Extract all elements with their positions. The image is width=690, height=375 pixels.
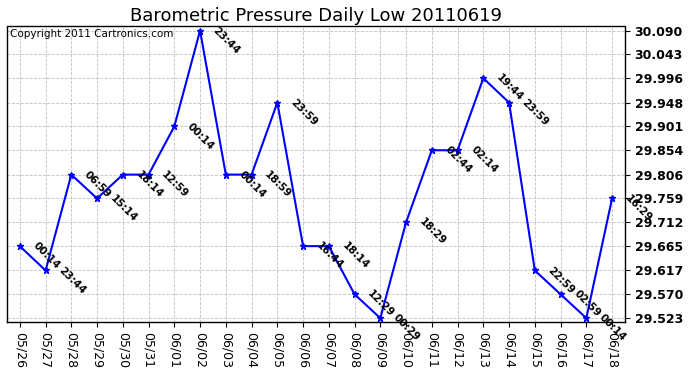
Text: 16:29: 16:29 (623, 193, 653, 223)
Text: 00:14: 00:14 (237, 169, 268, 200)
Text: 19:44: 19:44 (495, 73, 525, 103)
Text: 23:59: 23:59 (520, 97, 551, 128)
Text: 00:14: 00:14 (186, 121, 216, 152)
Text: 23:59: 23:59 (288, 97, 319, 128)
Text: 23:44: 23:44 (211, 25, 242, 56)
Text: 12:29: 12:29 (366, 289, 396, 319)
Text: 18:14: 18:14 (134, 169, 164, 200)
Text: 00:14: 00:14 (31, 241, 61, 271)
Text: 22:59: 22:59 (546, 265, 576, 296)
Text: 06:59: 06:59 (82, 169, 113, 200)
Text: 23:44: 23:44 (57, 265, 88, 296)
Text: 15:14: 15:14 (108, 193, 139, 224)
Text: Copyright 2011 Cartronics.com: Copyright 2011 Cartronics.com (10, 30, 173, 39)
Text: 02:44: 02:44 (443, 145, 473, 176)
Text: 18:14: 18:14 (340, 241, 371, 271)
Text: 18:29: 18:29 (417, 217, 448, 247)
Text: 00:29: 00:29 (391, 313, 422, 343)
Text: 12:59: 12:59 (159, 169, 190, 200)
Text: 18:59: 18:59 (263, 169, 293, 200)
Title: Barometric Pressure Daily Low 20110619: Barometric Pressure Daily Low 20110619 (130, 7, 502, 25)
Text: 02:59: 02:59 (572, 289, 602, 319)
Text: 00:14: 00:14 (598, 313, 628, 343)
Text: 16:44: 16:44 (314, 241, 345, 271)
Text: 02:14: 02:14 (469, 145, 500, 175)
